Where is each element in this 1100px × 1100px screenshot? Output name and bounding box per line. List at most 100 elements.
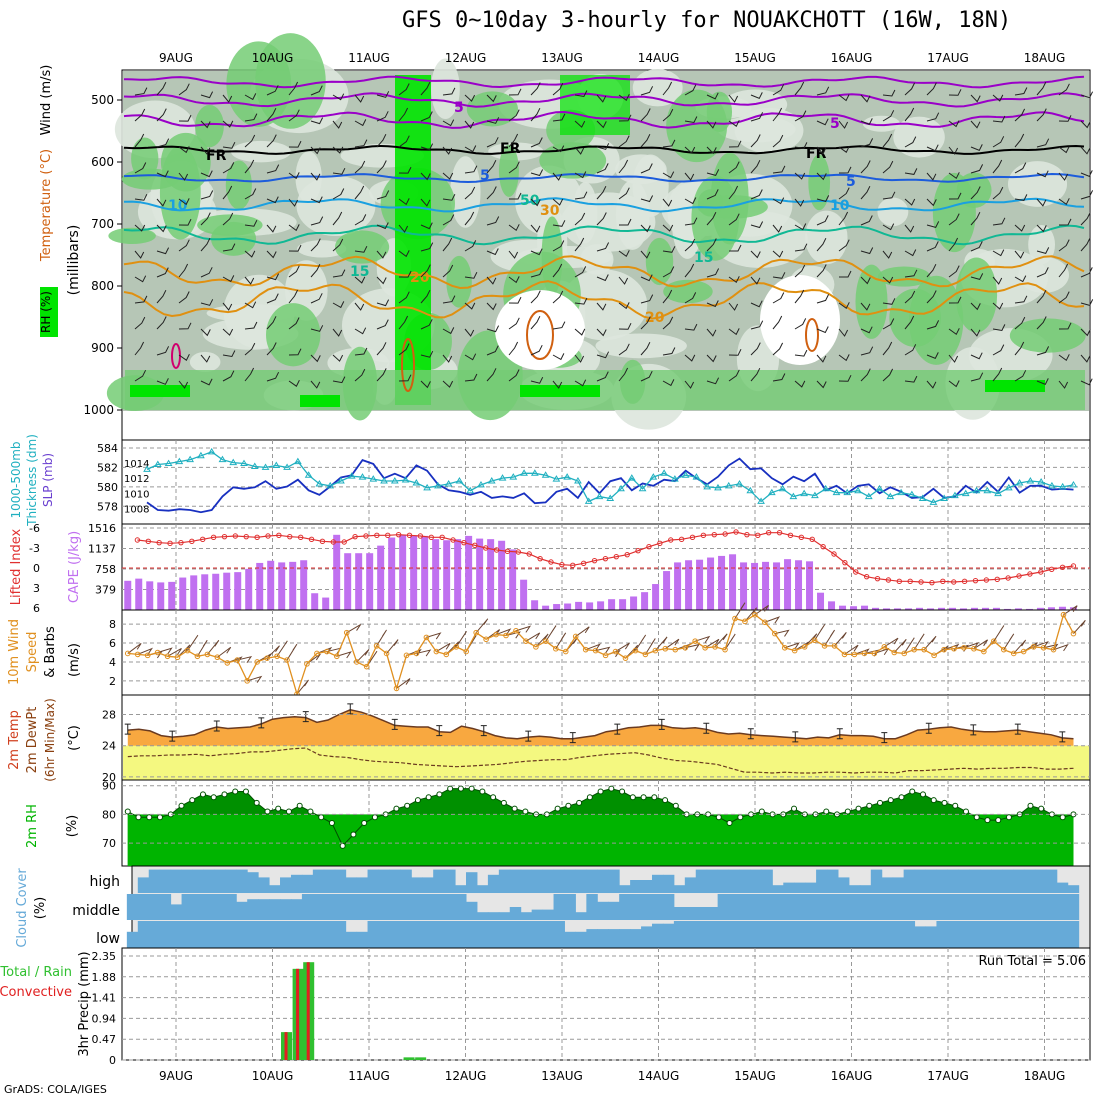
- wind-barb: [662, 266, 675, 278]
- wind-barb: [926, 144, 939, 152]
- cape-bar: [619, 599, 627, 610]
- wind-barb: [838, 354, 850, 362]
- cloud-bar-low: [553, 921, 565, 948]
- rh-saturated-patch: [985, 380, 1045, 392]
- cloud-bar-middle: [991, 894, 1003, 920]
- cloud-bar-high: [225, 869, 237, 893]
- cape-bar: [465, 535, 473, 610]
- wind-barb: [332, 328, 343, 337]
- wind-barb: [774, 629, 790, 637]
- rh-marker: [576, 799, 583, 806]
- wind-barb: [486, 94, 497, 103]
- cloud-bar-high: [542, 869, 555, 893]
- cloud-bar-high: [170, 869, 183, 893]
- wind-barb: [1036, 247, 1050, 254]
- wind-barb: [1058, 263, 1069, 278]
- cloud-bar-low: [794, 921, 806, 948]
- temp-minmax-bar: [1014, 723, 1021, 735]
- wind-barb: [926, 352, 939, 360]
- cloud-bar-middle: [651, 894, 664, 920]
- thickness-marker: [520, 469, 528, 476]
- wind-barb: [398, 343, 410, 356]
- wind-barb: [200, 237, 211, 252]
- rh-dry-patch: [430, 58, 460, 120]
- wind-barb: [1058, 380, 1069, 389]
- wind-barb: [618, 276, 629, 285]
- wind-barb: [685, 643, 701, 651]
- y-tick-label: 80: [102, 808, 116, 821]
- y-tick-label: 1000: [83, 403, 114, 417]
- wind-barb: [706, 169, 720, 176]
- cloud-bar-low: [783, 921, 795, 948]
- ylabel-wind-c: & Barbs: [43, 626, 58, 678]
- rh-marker: [984, 817, 991, 824]
- wind-barb: [684, 146, 696, 154]
- wind-speed-marker: [274, 653, 280, 660]
- wind-barb: [376, 133, 387, 148]
- cape-bar: [1058, 606, 1066, 610]
- wind-barb: [1036, 267, 1049, 278]
- wind-barb: [288, 379, 300, 387]
- wind-barb: [684, 292, 697, 304]
- wind-speed-marker: [572, 633, 579, 640]
- wind-barb: [662, 171, 675, 179]
- cloud-bar-high: [1013, 869, 1025, 893]
- x-tick-label-bottom: 12AUG: [445, 1069, 487, 1083]
- wind-barb: [574, 146, 585, 155]
- wind-barb: [706, 120, 717, 129]
- wind-barb: [508, 276, 520, 284]
- wind-barb: [354, 185, 365, 200]
- cape-bar: [597, 601, 605, 610]
- cloud-bar-middle: [914, 894, 927, 920]
- wind-barb: [376, 222, 389, 230]
- wind-barb: [156, 81, 167, 96]
- wind-barb: [127, 642, 142, 654]
- wind-barb: [266, 196, 279, 204]
- wind-barb: [772, 342, 784, 356]
- wind-barb: [794, 380, 806, 388]
- wind-barb: [728, 328, 740, 336]
- thickness-marker: [649, 473, 658, 480]
- wind-speed-marker: [1030, 644, 1037, 650]
- wind-barb: [354, 302, 365, 311]
- cloud-bar-middle: [695, 907, 708, 920]
- cloud-bar-middle: [148, 894, 161, 920]
- cloud-bar-high: [903, 869, 916, 893]
- isotherm-closed: [526, 310, 554, 360]
- cloud-bar-middle: [903, 894, 916, 920]
- wind-barb: [420, 111, 433, 122]
- cape-bar: [267, 560, 275, 610]
- wind-barb: [486, 137, 499, 148]
- wind-speed-marker: [612, 648, 619, 655]
- wind-barb: [926, 172, 937, 181]
- lifted-index-marker: [374, 532, 380, 539]
- cloud-bar-middle: [301, 894, 314, 920]
- y-tick-label: 2: [109, 675, 116, 688]
- cloud-bar-middle: [247, 899, 259, 920]
- wind-barb: [574, 237, 585, 252]
- wind-barb: [398, 250, 410, 258]
- thickness-marker: [606, 494, 615, 502]
- cloud-bar-middle: [433, 894, 445, 920]
- wind-barb: [904, 224, 915, 233]
- rh-moist-patch: [225, 160, 252, 210]
- wind-barb: [508, 296, 522, 304]
- wind-barb: [332, 354, 344, 362]
- thickness-marker: [1015, 478, 1024, 486]
- wind-speed-marker: [811, 637, 818, 644]
- cloud-bar-high: [1045, 869, 1058, 893]
- wind-barb: [187, 634, 199, 651]
- temp-minmax-bar: [124, 723, 131, 735]
- wind-barb: [640, 274, 653, 282]
- rh-marker: [952, 802, 959, 809]
- rh-marker: [597, 788, 604, 795]
- wind-barb: [574, 354, 585, 363]
- cloud-bar-middle: [181, 894, 193, 920]
- wind-barb: [156, 247, 170, 255]
- cloud-bar-high: [717, 869, 730, 893]
- wind-barb: [1014, 341, 1025, 356]
- cloud-bar-middle: [553, 894, 565, 920]
- cape-bar: [432, 539, 440, 610]
- wind-speed-marker: [991, 638, 997, 644]
